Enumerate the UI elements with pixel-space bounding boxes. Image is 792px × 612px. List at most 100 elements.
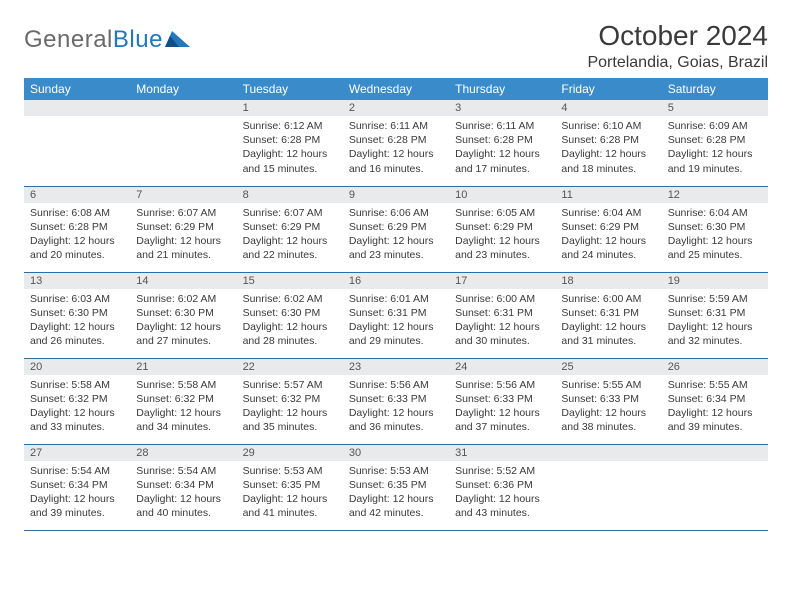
day-data: Sunrise: 6:07 AMSunset: 6:29 PMDaylight:… — [237, 203, 343, 267]
sunrise-line: Sunrise: 6:07 AM — [136, 206, 230, 220]
day-data: Sunrise: 5:57 AMSunset: 6:32 PMDaylight:… — [237, 375, 343, 439]
sunrise-line: Sunrise: 6:11 AM — [455, 119, 549, 133]
sunset-line: Sunset: 6:31 PM — [455, 306, 549, 320]
day-header-wednesday: Wednesday — [343, 78, 449, 100]
day-cell: 14Sunrise: 6:02 AMSunset: 6:30 PMDayligh… — [130, 272, 236, 358]
title-block: October 2024 Portelandia, Goias, Brazil — [587, 20, 768, 72]
day-cell: 25Sunrise: 5:55 AMSunset: 6:33 PMDayligh… — [555, 358, 661, 444]
day-data: Sunrise: 6:00 AMSunset: 6:31 PMDaylight:… — [555, 289, 661, 353]
day-number: 3 — [449, 100, 555, 116]
sunset-line: Sunset: 6:30 PM — [243, 306, 337, 320]
day-cell: 4Sunrise: 6:10 AMSunset: 6:28 PMDaylight… — [555, 100, 661, 186]
day-cell: 12Sunrise: 6:04 AMSunset: 6:30 PMDayligh… — [662, 186, 768, 272]
day-data: Sunrise: 5:56 AMSunset: 6:33 PMDaylight:… — [343, 375, 449, 439]
sunset-line: Sunset: 6:28 PM — [30, 220, 124, 234]
sunrise-line: Sunrise: 5:56 AM — [349, 378, 443, 392]
day-data: Sunrise: 5:53 AMSunset: 6:35 PMDaylight:… — [343, 461, 449, 525]
sunrise-line: Sunrise: 5:55 AM — [668, 378, 762, 392]
daylight-line: Daylight: 12 hours and 34 minutes. — [136, 406, 230, 434]
daylight-line: Daylight: 12 hours and 21 minutes. — [136, 234, 230, 262]
sunset-line: Sunset: 6:31 PM — [668, 306, 762, 320]
sunset-line: Sunset: 6:29 PM — [349, 220, 443, 234]
sunrise-line: Sunrise: 5:57 AM — [243, 378, 337, 392]
day-data: Sunrise: 6:06 AMSunset: 6:29 PMDaylight:… — [343, 203, 449, 267]
daylight-line: Daylight: 12 hours and 35 minutes. — [243, 406, 337, 434]
sunset-line: Sunset: 6:30 PM — [668, 220, 762, 234]
sunrise-line: Sunrise: 5:58 AM — [136, 378, 230, 392]
day-cell: 24Sunrise: 5:56 AMSunset: 6:33 PMDayligh… — [449, 358, 555, 444]
day-cell: 27Sunrise: 5:54 AMSunset: 6:34 PMDayligh… — [24, 444, 130, 530]
daylight-line: Daylight: 12 hours and 25 minutes. — [668, 234, 762, 262]
day-cell: 17Sunrise: 6:00 AMSunset: 6:31 PMDayligh… — [449, 272, 555, 358]
day-number: 31 — [449, 445, 555, 461]
daylight-line: Daylight: 12 hours and 36 minutes. — [349, 406, 443, 434]
sunset-line: Sunset: 6:35 PM — [243, 478, 337, 492]
sunrise-line: Sunrise: 6:08 AM — [30, 206, 124, 220]
week-row: 20Sunrise: 5:58 AMSunset: 6:32 PMDayligh… — [24, 358, 768, 444]
day-number: 21 — [130, 359, 236, 375]
day-data: Sunrise: 6:02 AMSunset: 6:30 PMDaylight:… — [237, 289, 343, 353]
sunrise-line: Sunrise: 6:12 AM — [243, 119, 337, 133]
sunrise-line: Sunrise: 5:58 AM — [30, 378, 124, 392]
daylight-line: Daylight: 12 hours and 30 minutes. — [455, 320, 549, 348]
header: GeneralBlue October 2024 Portelandia, Go… — [24, 20, 768, 72]
week-row: 1Sunrise: 6:12 AMSunset: 6:28 PMDaylight… — [24, 100, 768, 186]
day-data — [662, 461, 768, 468]
sunset-line: Sunset: 6:34 PM — [30, 478, 124, 492]
week-row: 13Sunrise: 6:03 AMSunset: 6:30 PMDayligh… — [24, 272, 768, 358]
day-number — [555, 445, 661, 461]
sunset-line: Sunset: 6:28 PM — [455, 133, 549, 147]
day-cell: 5Sunrise: 6:09 AMSunset: 6:28 PMDaylight… — [662, 100, 768, 186]
day-data: Sunrise: 6:07 AMSunset: 6:29 PMDaylight:… — [130, 203, 236, 267]
daylight-line: Daylight: 12 hours and 38 minutes. — [561, 406, 655, 434]
daylight-line: Daylight: 12 hours and 16 minutes. — [349, 147, 443, 175]
daylight-line: Daylight: 12 hours and 27 minutes. — [136, 320, 230, 348]
daylight-line: Daylight: 12 hours and 18 minutes. — [561, 147, 655, 175]
day-cell: 19Sunrise: 5:59 AMSunset: 6:31 PMDayligh… — [662, 272, 768, 358]
sunset-line: Sunset: 6:32 PM — [30, 392, 124, 406]
day-number: 4 — [555, 100, 661, 116]
day-header-row: SundayMondayTuesdayWednesdayThursdayFrid… — [24, 78, 768, 100]
day-data: Sunrise: 5:58 AMSunset: 6:32 PMDaylight:… — [130, 375, 236, 439]
daylight-line: Daylight: 12 hours and 22 minutes. — [243, 234, 337, 262]
day-data — [555, 461, 661, 468]
sunset-line: Sunset: 6:32 PM — [243, 392, 337, 406]
day-number: 27 — [24, 445, 130, 461]
day-cell: 13Sunrise: 6:03 AMSunset: 6:30 PMDayligh… — [24, 272, 130, 358]
day-data: Sunrise: 5:52 AMSunset: 6:36 PMDaylight:… — [449, 461, 555, 525]
day-cell: 9Sunrise: 6:06 AMSunset: 6:29 PMDaylight… — [343, 186, 449, 272]
day-number: 9 — [343, 187, 449, 203]
day-data: Sunrise: 6:09 AMSunset: 6:28 PMDaylight:… — [662, 116, 768, 180]
sunset-line: Sunset: 6:28 PM — [243, 133, 337, 147]
day-cell: 1Sunrise: 6:12 AMSunset: 6:28 PMDaylight… — [237, 100, 343, 186]
day-number — [662, 445, 768, 461]
day-cell: 18Sunrise: 6:00 AMSunset: 6:31 PMDayligh… — [555, 272, 661, 358]
location: Portelandia, Goias, Brazil — [587, 54, 768, 72]
day-number — [24, 100, 130, 116]
daylight-line: Daylight: 12 hours and 43 minutes. — [455, 492, 549, 520]
sunset-line: Sunset: 6:28 PM — [668, 133, 762, 147]
day-cell: 29Sunrise: 5:53 AMSunset: 6:35 PMDayligh… — [237, 444, 343, 530]
day-data: Sunrise: 6:11 AMSunset: 6:28 PMDaylight:… — [343, 116, 449, 180]
day-number: 18 — [555, 273, 661, 289]
day-data: Sunrise: 5:59 AMSunset: 6:31 PMDaylight:… — [662, 289, 768, 353]
day-cell: 22Sunrise: 5:57 AMSunset: 6:32 PMDayligh… — [237, 358, 343, 444]
day-header-sunday: Sunday — [24, 78, 130, 100]
day-cell: 20Sunrise: 5:58 AMSunset: 6:32 PMDayligh… — [24, 358, 130, 444]
sunrise-line: Sunrise: 5:53 AM — [243, 464, 337, 478]
day-number: 23 — [343, 359, 449, 375]
empty-cell — [555, 444, 661, 530]
sunrise-line: Sunrise: 5:53 AM — [349, 464, 443, 478]
sunset-line: Sunset: 6:34 PM — [668, 392, 762, 406]
day-cell: 30Sunrise: 5:53 AMSunset: 6:35 PMDayligh… — [343, 444, 449, 530]
day-data: Sunrise: 6:01 AMSunset: 6:31 PMDaylight:… — [343, 289, 449, 353]
day-number: 30 — [343, 445, 449, 461]
day-data: Sunrise: 6:08 AMSunset: 6:28 PMDaylight:… — [24, 203, 130, 267]
day-number: 19 — [662, 273, 768, 289]
day-cell: 15Sunrise: 6:02 AMSunset: 6:30 PMDayligh… — [237, 272, 343, 358]
daylight-line: Daylight: 12 hours and 26 minutes. — [30, 320, 124, 348]
daylight-line: Daylight: 12 hours and 17 minutes. — [455, 147, 549, 175]
day-header-friday: Friday — [555, 78, 661, 100]
sunrise-line: Sunrise: 6:06 AM — [349, 206, 443, 220]
logo: GeneralBlue — [24, 26, 191, 54]
